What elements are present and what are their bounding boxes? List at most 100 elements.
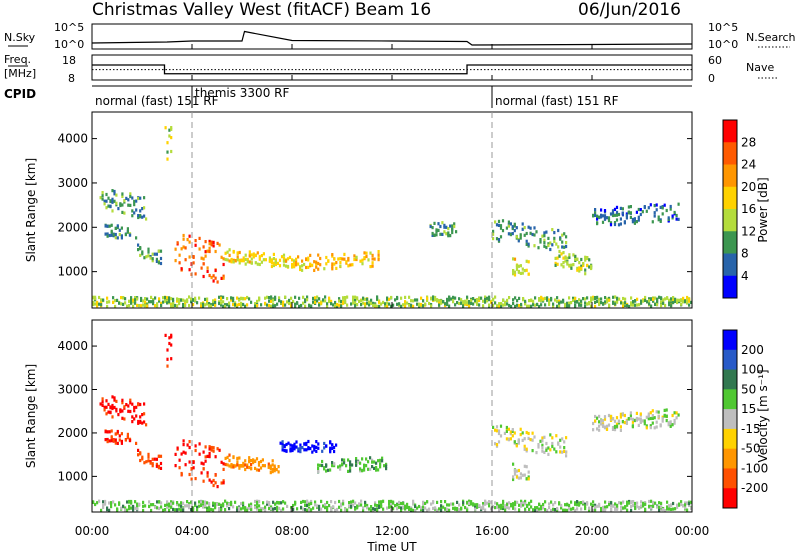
echo-cell bbox=[671, 216, 674, 220]
echo-cell bbox=[545, 245, 548, 250]
echo-cell bbox=[162, 508, 165, 512]
echo-cell bbox=[534, 303, 537, 307]
echo-cell bbox=[346, 508, 349, 512]
echo-cell bbox=[275, 468, 278, 472]
echo-cell bbox=[514, 503, 517, 507]
echo-cell bbox=[214, 298, 217, 302]
echo-cell bbox=[210, 240, 213, 244]
echo-cell bbox=[566, 301, 569, 305]
echo-cell bbox=[549, 448, 552, 452]
colorbar-swatch bbox=[723, 448, 737, 469]
echo-cell bbox=[648, 302, 651, 306]
echo-cell bbox=[422, 508, 425, 513]
echo-cell bbox=[141, 207, 144, 211]
echo-cell bbox=[326, 505, 329, 510]
echo-cell bbox=[155, 259, 158, 263]
echo-cell bbox=[440, 506, 443, 510]
echo-cell bbox=[519, 427, 522, 431]
echo-cell bbox=[130, 301, 133, 305]
echo-cell bbox=[385, 467, 388, 471]
echo-cell bbox=[104, 232, 107, 236]
echo-cell bbox=[242, 464, 245, 468]
echo-cell bbox=[172, 300, 175, 304]
echo-cell bbox=[180, 452, 183, 456]
freq-left-tick-top: 18 bbox=[62, 54, 76, 67]
echo-cell bbox=[686, 508, 689, 512]
echo-cell bbox=[376, 504, 379, 508]
echo-cell bbox=[318, 303, 321, 307]
echo-cell bbox=[138, 304, 141, 308]
echo-cell bbox=[152, 302, 155, 306]
echo-cell bbox=[331, 265, 334, 269]
echo-cell bbox=[170, 502, 173, 506]
echo-cell bbox=[141, 455, 144, 459]
echo-cell bbox=[158, 500, 161, 504]
echo-cell bbox=[352, 503, 355, 507]
echo-cell bbox=[494, 501, 497, 505]
echo-cell bbox=[406, 505, 409, 510]
echo-cell bbox=[588, 265, 591, 269]
echo-cell bbox=[656, 505, 659, 509]
echo-cell bbox=[543, 234, 546, 238]
echo-cell bbox=[222, 467, 225, 471]
echo-cell bbox=[466, 295, 469, 299]
echo-cell bbox=[543, 244, 546, 248]
echo-cell bbox=[584, 297, 587, 301]
echo-cell bbox=[98, 302, 101, 306]
echo-cell bbox=[532, 303, 535, 307]
colorbar-tick-label: 50 bbox=[741, 382, 756, 396]
echo-cell bbox=[182, 233, 185, 238]
echo-cell bbox=[122, 296, 125, 300]
echo-cell bbox=[528, 501, 531, 505]
echo-cell bbox=[120, 506, 123, 510]
echo-cell bbox=[94, 302, 97, 306]
echo-cell bbox=[543, 231, 546, 235]
echo-cell bbox=[100, 303, 103, 307]
echo-cell bbox=[600, 506, 603, 511]
echo-cell bbox=[564, 304, 567, 308]
echo-cell bbox=[520, 302, 523, 307]
velocity-colorbar-label: Velocity [m s⁻¹] bbox=[756, 369, 770, 462]
echo-cell bbox=[290, 506, 293, 510]
echo-cell bbox=[434, 506, 437, 510]
time-axis-label: Time UT bbox=[366, 540, 417, 554]
y-tick-label: 3000 bbox=[57, 176, 88, 190]
colorbar-tick-label: 20 bbox=[741, 180, 756, 194]
echo-cell bbox=[525, 447, 528, 451]
echo-cell bbox=[435, 233, 438, 237]
echo-cell bbox=[512, 301, 515, 306]
echo-cell bbox=[250, 261, 253, 265]
echo-cell bbox=[279, 441, 282, 445]
echo-cell bbox=[216, 485, 219, 489]
echo-cell bbox=[258, 499, 261, 504]
echo-cell bbox=[135, 405, 138, 409]
echo-cell bbox=[131, 402, 134, 406]
echo-cell bbox=[258, 508, 261, 512]
echo-cell bbox=[347, 458, 350, 462]
echo-cell bbox=[364, 304, 367, 309]
echo-cell bbox=[174, 259, 177, 263]
echo-cell bbox=[135, 208, 138, 212]
echo-cell bbox=[418, 303, 421, 307]
echo-cell bbox=[164, 126, 167, 130]
echo-cell bbox=[135, 236, 138, 240]
echo-cell bbox=[606, 505, 609, 509]
echo-cell bbox=[618, 501, 621, 505]
echo-cell bbox=[517, 264, 520, 268]
echo-cell bbox=[673, 210, 676, 215]
echo-cell bbox=[340, 502, 343, 506]
echo-cell bbox=[110, 223, 113, 227]
echo-cell bbox=[651, 414, 654, 418]
echo-cell bbox=[94, 297, 97, 301]
echo-cell bbox=[170, 297, 173, 301]
echo-cell bbox=[204, 297, 207, 301]
echo-cell bbox=[122, 504, 125, 508]
echo-cell bbox=[512, 477, 515, 482]
echo-cell bbox=[598, 424, 601, 428]
echo-cell bbox=[214, 249, 217, 254]
echo-cell bbox=[282, 507, 285, 511]
cpid-segment-label: normal (fast) 151 RF bbox=[95, 94, 219, 108]
echo-cell bbox=[105, 199, 108, 203]
echo-cell bbox=[329, 468, 332, 472]
